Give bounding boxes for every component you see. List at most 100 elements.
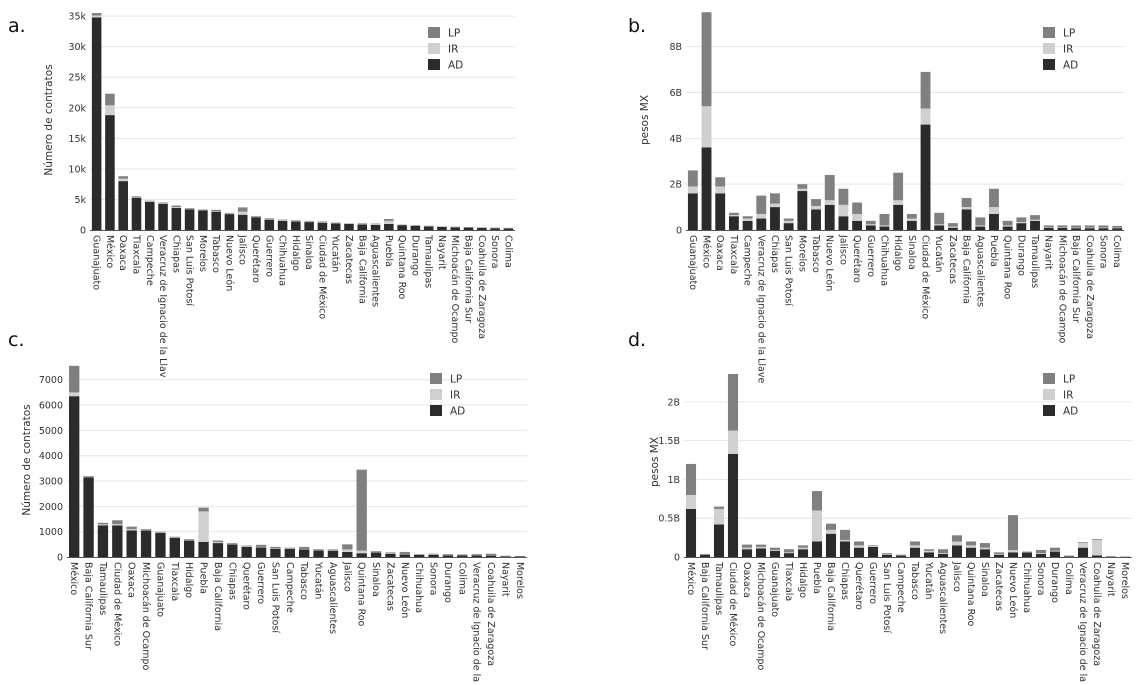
bar-ir: [989, 207, 999, 214]
x-tick-label: Campeche: [742, 235, 753, 286]
x-tick-label: Guerrero: [867, 562, 878, 604]
x-tick-label: Tamaulipas: [97, 561, 108, 615]
bar-lp: [91, 13, 102, 16]
x-tick-label: México: [701, 235, 712, 268]
bar-lp: [965, 541, 977, 546]
legend-swatch-lp: [430, 373, 442, 384]
bar-lp: [304, 220, 314, 222]
bar-lp: [241, 545, 252, 547]
bar-ad: [490, 228, 500, 230]
bar-lp: [993, 552, 1005, 554]
x-tick-label: Durango: [409, 235, 420, 276]
bar-ad: [158, 203, 168, 230]
bar-ad: [442, 555, 454, 557]
x-tick-label: Morelos: [796, 235, 807, 272]
bar-lp: [313, 549, 324, 550]
x-tick-label: Tlaxcala: [130, 234, 141, 274]
bar-lp: [979, 543, 991, 548]
x-tick-label: Sinaloa: [370, 562, 381, 597]
bar-lp: [1016, 217, 1027, 222]
x-tick-label: Colima: [502, 235, 513, 268]
bar-ir: [356, 550, 367, 554]
y-tick-label: 4B: [669, 134, 682, 145]
bar-ad: [384, 223, 394, 230]
bar-ad: [437, 226, 447, 230]
legend-swatch-lp: [1043, 373, 1055, 384]
bar-lp: [1071, 225, 1082, 228]
bar-ir: [769, 550, 781, 551]
x-tick-label: Guerrero: [255, 562, 266, 604]
bar-ad: [171, 208, 182, 230]
bar-lp: [126, 526, 137, 530]
bar-lp: [1002, 220, 1013, 226]
x-tick-label: México: [68, 562, 79, 595]
bar-lp: [327, 549, 339, 551]
bar-ir: [224, 213, 235, 215]
bar-ad: [756, 218, 767, 230]
bar-ir: [428, 554, 439, 555]
legend-label-ir: IR: [1063, 44, 1073, 56]
bar-ir: [824, 200, 835, 205]
bar-lp: [989, 188, 999, 208]
y-tick-label: 10k: [68, 164, 86, 175]
legend: LP IR AD: [1043, 27, 1078, 72]
x-tick-label: Guanajuato: [687, 235, 698, 290]
bar-lp: [797, 545, 809, 548]
bar-lp: [171, 205, 182, 208]
bar-lp: [356, 469, 367, 551]
bar-ad: [687, 193, 698, 230]
x-tick-label: Baja California Sur: [83, 562, 94, 650]
bar-lp: [198, 209, 208, 211]
bar-ad: [450, 227, 461, 230]
bar-lp: [713, 506, 725, 509]
bar-ad: [755, 548, 767, 557]
bar-ad: [920, 124, 931, 230]
bar-ad: [879, 226, 890, 230]
bar-ad: [304, 222, 314, 230]
bar-ad: [385, 553, 396, 557]
x-tick-label: Morelos: [197, 235, 208, 272]
bar-ir: [906, 218, 917, 221]
bar-ir: [685, 494, 697, 509]
bar-ir: [399, 553, 410, 555]
legend-swatch-ir: [1043, 43, 1055, 54]
chart-panel-3: c. Número de contratos 0 1000 2000 3000 4000 50…: [8, 329, 527, 685]
bar-ir: [327, 550, 339, 551]
bar-ir: [284, 548, 295, 549]
x-tick-label: Aguascalientes: [974, 235, 985, 307]
x-tick-label: Ciudad de México: [316, 235, 327, 319]
bar-ad: [1016, 223, 1027, 231]
x-tick-label: Zacatecas: [343, 235, 354, 284]
y-tick-label: 8B: [669, 42, 682, 53]
legend-label-ir: IR: [448, 44, 458, 56]
bar-lp: [920, 71, 931, 109]
bar-ad: [1043, 227, 1054, 230]
x-tick-label: Sinaloa: [303, 235, 314, 270]
x-tick-label: Michoacán de Ocampo: [755, 562, 766, 671]
bar-lp: [937, 549, 949, 554]
bar-ad: [514, 556, 525, 557]
bar-ad: [423, 226, 434, 230]
x-tick-label: Quintana Roo: [356, 562, 367, 627]
x-tick-label: Oaxaca: [117, 235, 128, 271]
bar-ir: [144, 201, 155, 202]
bar-ad: [961, 209, 972, 231]
x-tick-label: México: [104, 235, 115, 268]
bar-ad: [975, 226, 986, 230]
y-tick-label: 6B: [669, 88, 682, 99]
bar-ad: [169, 538, 180, 557]
bar-ir: [211, 211, 221, 212]
y-axis-label: Número de contratos: [21, 404, 33, 515]
bar-ad: [1112, 228, 1123, 230]
bar-ad: [500, 556, 511, 557]
bar-ir: [993, 553, 1005, 555]
bar-lp: [685, 463, 697, 495]
bar-ad: [701, 147, 712, 230]
bar-lp: [184, 539, 195, 541]
x-tick-label: Sinaloa: [979, 562, 990, 597]
x-tick-label: Chihuahua: [878, 235, 889, 286]
legend-swatch-ir: [430, 389, 442, 400]
legend-label-lp: LP: [1063, 374, 1075, 386]
bar-ad: [727, 453, 739, 557]
bar-ir: [1007, 550, 1019, 553]
